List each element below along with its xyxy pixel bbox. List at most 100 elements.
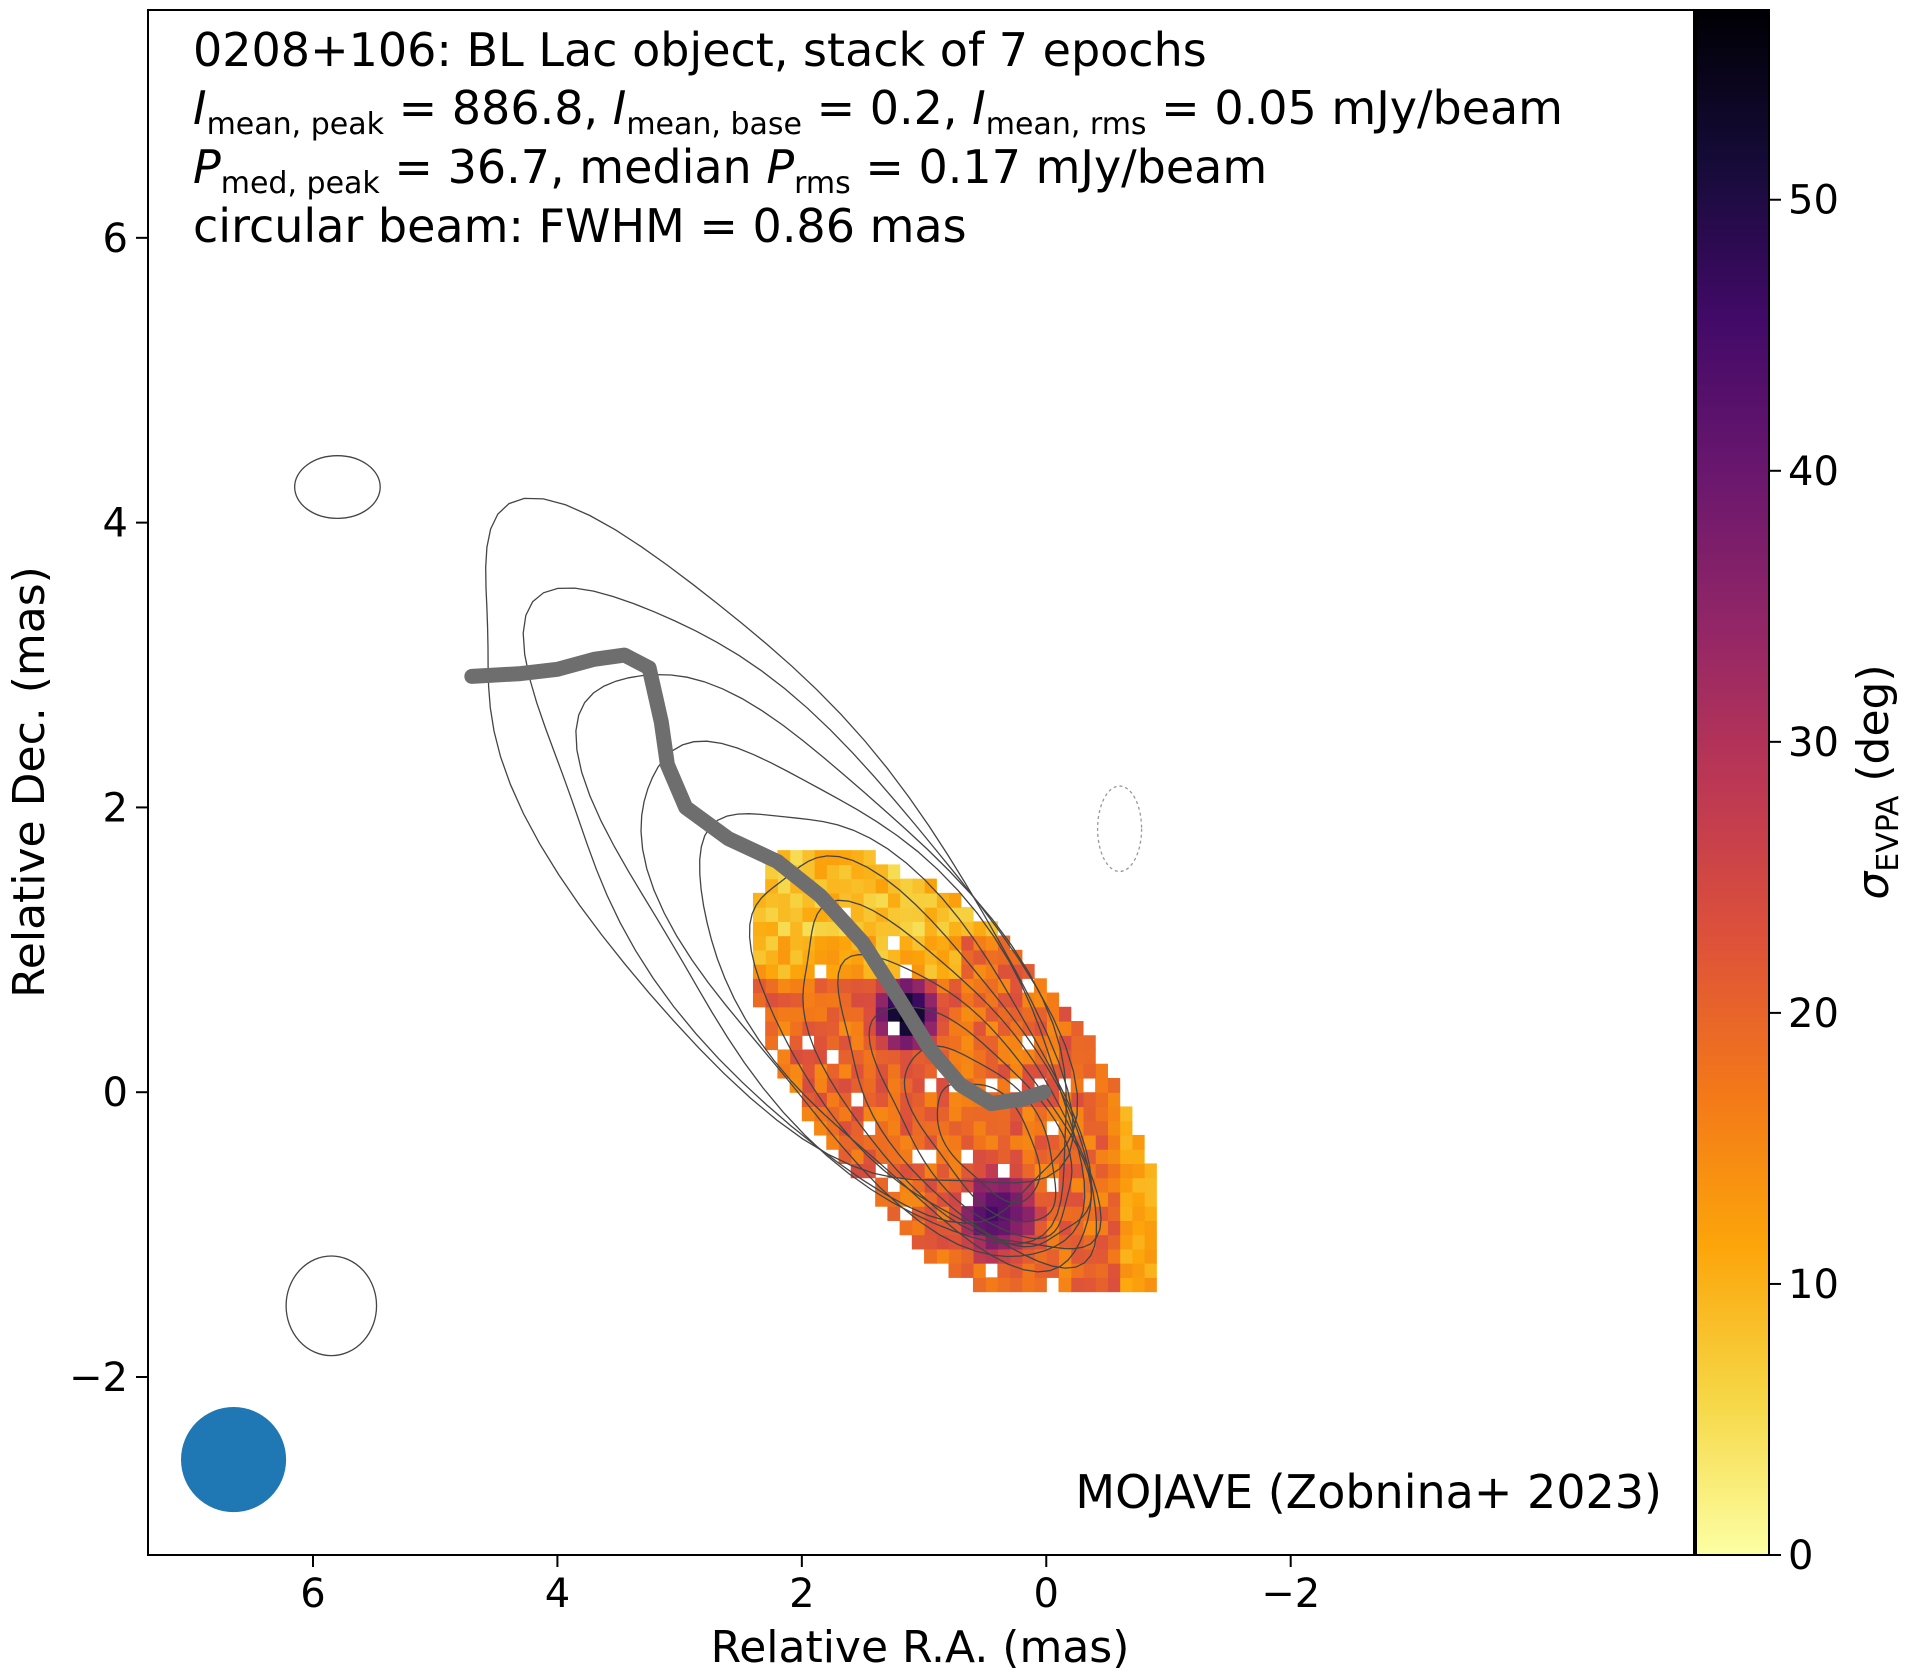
contour-line	[936, 1082, 1041, 1204]
heatmap-pixel	[911, 1092, 925, 1108]
heatmap-pixel	[752, 964, 766, 979]
heatmap-pixel	[1021, 1206, 1035, 1221]
heatmap-pixel	[1046, 1163, 1060, 1179]
heatmap-pixel	[789, 1035, 803, 1051]
heatmap-pixel	[924, 892, 937, 908]
heatmap-pixel	[911, 1234, 925, 1250]
heatmap-pixel	[1095, 1149, 1108, 1165]
heatmap-pixel	[1058, 1234, 1072, 1250]
heatmap-pixel	[765, 1035, 778, 1051]
heatmap-pixel	[1082, 1134, 1096, 1150]
heatmap-pixel	[814, 1120, 827, 1136]
heatmap-pixel	[997, 1120, 1011, 1136]
heatmap-pixel	[1070, 1077, 1084, 1093]
heatmap-pixel	[948, 978, 962, 994]
x-tick-label: 6	[300, 1571, 325, 1617]
heatmap-pixel	[960, 1106, 974, 1122]
heatmap-pixel	[1119, 1191, 1133, 1207]
heatmap-pixel	[960, 935, 974, 951]
heatmap-pixel	[1119, 1177, 1133, 1193]
heatmap-pixel	[899, 1191, 913, 1207]
heatmap-pixel	[948, 1120, 962, 1136]
heatmap-pixel	[826, 964, 840, 979]
heatmap-pixel	[911, 921, 925, 937]
heatmap-pixel	[875, 1092, 888, 1108]
heatmap-pixel	[875, 935, 888, 951]
heatmap-pixel	[1119, 1134, 1133, 1150]
heatmap-pixel	[960, 949, 974, 965]
contour-line	[522, 587, 1079, 1224]
heatmap-pixel	[801, 964, 815, 979]
heatmap-pixel	[948, 1092, 962, 1108]
heatmap-pixel	[765, 964, 778, 979]
heatmap-pixel	[985, 1277, 998, 1293]
heatmap-pixel	[1009, 1220, 1023, 1236]
heatmap-pixel	[1034, 1134, 1047, 1150]
heatmap-pixel	[948, 992, 962, 1008]
heatmap-pixel	[789, 949, 803, 965]
heatmap-pixel	[899, 1149, 913, 1165]
heatmap-pixel	[1082, 1049, 1096, 1065]
heatmap-pixel	[948, 935, 962, 951]
heatmap-pixel	[875, 1021, 888, 1036]
plot-background	[148, 10, 1694, 1555]
heatmap-pixel	[850, 1063, 864, 1079]
heatmap-pixel	[801, 907, 815, 922]
heatmap-pixel	[801, 992, 815, 1008]
heatmap-pixel	[997, 1021, 1011, 1036]
heatmap-pixel	[777, 949, 791, 965]
heatmap-pixel	[960, 1021, 974, 1036]
heatmap-pixel	[985, 1248, 998, 1264]
heatmap-pixel	[765, 921, 778, 937]
heatmap-pixel	[826, 1092, 840, 1108]
x-axis-label: Relative R.A. (mas)	[711, 1622, 1130, 1673]
heatmap-pixel	[789, 850, 803, 865]
x-tick-label: −2	[1261, 1571, 1320, 1617]
heatmap-pixel	[997, 992, 1011, 1008]
heatmap-pixel	[875, 921, 888, 937]
heatmap-pixel	[1021, 1191, 1035, 1207]
heatmap-pixel	[997, 1049, 1011, 1065]
heatmap-pixel	[911, 1049, 925, 1065]
heatmap-pixel	[838, 935, 852, 951]
heatmap-pixel	[1131, 1234, 1145, 1250]
heatmap-pixel	[862, 878, 876, 894]
heatmap-pixel	[826, 1106, 840, 1122]
heatmap-pixel	[1095, 1234, 1108, 1250]
heatmap-pixel	[899, 921, 913, 937]
heatmap-pixel	[850, 878, 864, 894]
contour-line	[485, 497, 1074, 1184]
heatmap-pixel	[948, 1049, 962, 1065]
heatmap-pixel	[850, 864, 864, 880]
heatmap-pixel	[1034, 1177, 1047, 1193]
heatmap-pixel	[801, 1077, 815, 1093]
heatmap-pixel	[985, 992, 998, 1008]
heatmap-pixel	[887, 1035, 901, 1051]
heatmap-pixel	[887, 949, 901, 965]
heatmap-pixel	[1034, 992, 1047, 1008]
heatmap-pixel	[1058, 1177, 1072, 1193]
heatmap-pixel	[972, 1120, 986, 1136]
heatmap-pixel	[838, 1063, 852, 1079]
x-tick-label: 0	[1034, 1571, 1059, 1617]
heatmap-pixel	[862, 1163, 876, 1179]
heatmap-pixel	[936, 935, 950, 951]
heatmap-pixel	[789, 892, 803, 908]
heatmap-pixel	[838, 978, 852, 994]
heatmap-pixel	[1082, 1120, 1096, 1136]
heatmap-pixel	[1119, 1149, 1133, 1165]
heatmap-pixel	[1070, 1191, 1084, 1207]
heatmap-pixel	[887, 1063, 901, 1079]
heatmap-pixel	[1144, 1277, 1157, 1293]
heatmap-pixel	[1009, 1035, 1023, 1051]
heatmap-pixel	[924, 1177, 937, 1193]
heatmap-pixel	[814, 864, 827, 880]
heatmap-pixel	[985, 964, 998, 979]
heatmap-pixel	[1009, 1106, 1023, 1122]
colorbar: 0 10 20 30 40 50 σEVPA (deg)	[1695, 9, 1905, 1579]
heatmap-pixel	[1107, 1206, 1121, 1221]
heatmap-pixel	[887, 1049, 901, 1065]
heatmap-pixel	[814, 1021, 827, 1036]
heatmap-pixel	[1009, 1149, 1023, 1165]
heatmap-pixel	[1009, 1163, 1023, 1179]
